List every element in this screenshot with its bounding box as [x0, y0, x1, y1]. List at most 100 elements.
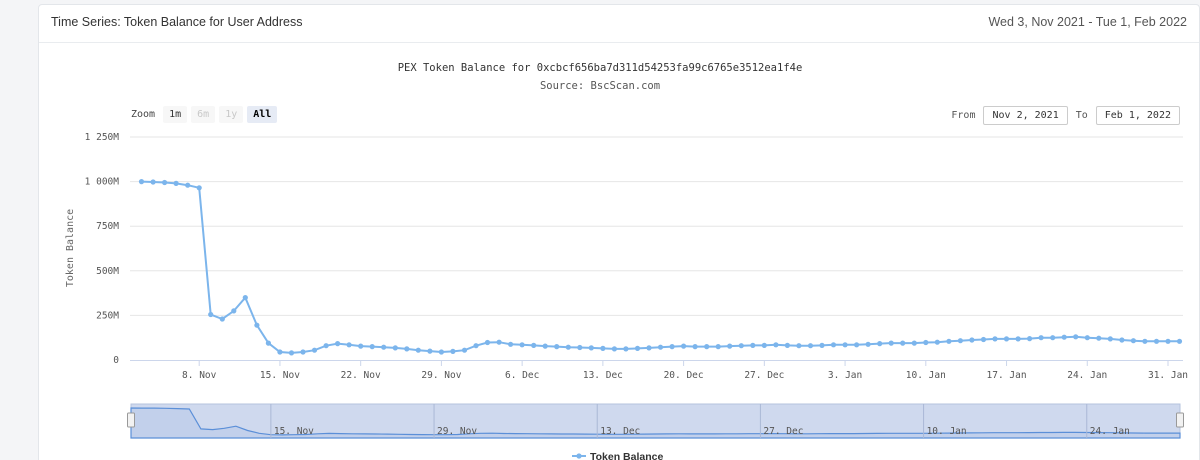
data-point[interactable]	[150, 179, 156, 185]
data-point[interactable]	[900, 340, 906, 346]
data-point[interactable]	[877, 341, 883, 347]
data-point[interactable]	[657, 344, 664, 350]
data-point[interactable]	[784, 342, 791, 348]
data-point[interactable]	[819, 342, 825, 348]
data-point[interactable]	[796, 343, 802, 349]
data-point[interactable]	[300, 349, 306, 355]
data-point[interactable]	[1050, 335, 1056, 341]
data-point[interactable]	[427, 348, 433, 354]
data-point[interactable]	[196, 185, 202, 191]
from-date-input[interactable]: Nov 2, 2021	[983, 106, 1068, 125]
data-point[interactable]	[1084, 335, 1090, 341]
data-point[interactable]	[1119, 337, 1125, 343]
zoom-1y-button[interactable]: 1y	[219, 106, 244, 123]
data-point[interactable]	[185, 182, 191, 188]
to-date-input[interactable]: Feb 1, 2022	[1095, 106, 1180, 125]
data-point[interactable]	[392, 345, 398, 351]
data-point[interactable]	[692, 344, 698, 350]
data-point[interactable]	[138, 179, 145, 185]
data-point[interactable]	[369, 344, 375, 350]
data-point[interactable]	[288, 350, 295, 356]
data-point[interactable]	[854, 342, 860, 348]
data-point[interactable]	[1003, 336, 1010, 342]
data-point[interactable]	[888, 340, 894, 346]
data-point[interactable]	[923, 339, 929, 346]
data-point[interactable]	[208, 311, 214, 318]
data-point[interactable]	[1165, 338, 1171, 344]
data-point[interactable]	[946, 338, 952, 344]
data-point[interactable]	[1073, 334, 1079, 340]
zoom-1m-button[interactable]: 1m	[163, 106, 188, 123]
data-point[interactable]	[727, 343, 733, 349]
data-point[interactable]	[473, 343, 479, 349]
data-point[interactable]	[577, 344, 583, 351]
data-point[interactable]	[461, 347, 468, 353]
data-point[interactable]	[738, 343, 744, 349]
data-point[interactable]	[438, 349, 444, 355]
data-point[interactable]	[1130, 338, 1136, 344]
legend-item-token-balance[interactable]: Token Balance	[590, 451, 663, 460]
data-point[interactable]	[969, 337, 975, 343]
data-point[interactable]	[623, 346, 629, 352]
data-point[interactable]	[404, 346, 410, 352]
data-point[interactable]	[531, 342, 537, 348]
data-point[interactable]	[358, 343, 364, 349]
data-point[interactable]	[842, 342, 848, 348]
data-point[interactable]	[715, 344, 721, 350]
data-point[interactable]	[634, 345, 641, 351]
data-point[interactable]	[323, 343, 329, 349]
data-point[interactable]	[1176, 338, 1183, 344]
zoom-all-button[interactable]: All	[247, 106, 278, 123]
data-point[interactable]	[588, 345, 594, 351]
data-point[interactable]	[519, 342, 525, 348]
data-point[interactable]	[830, 342, 837, 348]
data-point[interactable]	[911, 340, 917, 346]
data-point[interactable]	[484, 339, 491, 346]
data-point[interactable]	[1096, 335, 1102, 341]
data-point[interactable]	[162, 179, 168, 186]
data-point[interactable]	[242, 295, 248, 301]
data-point[interactable]	[992, 336, 998, 342]
data-point[interactable]	[496, 339, 502, 345]
data-point[interactable]	[611, 346, 618, 352]
data-point[interactable]	[254, 322, 260, 328]
data-point[interactable]	[346, 342, 352, 348]
data-point[interactable]	[865, 341, 871, 347]
navigator-handle-right[interactable]	[1176, 412, 1184, 428]
data-point[interactable]	[773, 342, 779, 348]
data-point[interactable]	[1015, 336, 1021, 342]
data-point[interactable]	[508, 341, 514, 347]
data-point[interactable]	[807, 343, 814, 349]
data-point[interactable]	[335, 341, 341, 347]
data-point[interactable]	[542, 343, 548, 349]
data-point[interactable]	[173, 180, 179, 186]
data-point[interactable]	[415, 347, 421, 353]
zoom-6m-button[interactable]: 6m	[191, 106, 216, 123]
data-point[interactable]	[761, 342, 767, 348]
data-point[interactable]	[646, 345, 652, 351]
data-point[interactable]	[554, 344, 560, 350]
data-point[interactable]	[1038, 335, 1044, 341]
data-point[interactable]	[934, 339, 940, 345]
data-point[interactable]	[980, 336, 987, 343]
data-point[interactable]	[1142, 338, 1148, 344]
data-point[interactable]	[1153, 338, 1160, 344]
data-point[interactable]	[450, 348, 456, 354]
data-point[interactable]	[681, 343, 687, 349]
data-point[interactable]	[231, 308, 237, 314]
data-point[interactable]	[957, 338, 964, 344]
data-point[interactable]	[311, 347, 318, 353]
data-point[interactable]	[565, 344, 571, 350]
navigator-handle-left[interactable]	[127, 412, 135, 428]
data-point[interactable]	[219, 316, 225, 322]
data-point[interactable]	[265, 340, 271, 346]
data-point[interactable]	[750, 342, 756, 348]
data-point[interactable]	[704, 344, 710, 350]
data-point[interactable]	[1107, 336, 1113, 342]
data-point[interactable]	[1027, 336, 1033, 342]
data-point[interactable]	[381, 344, 387, 350]
data-point[interactable]	[1061, 334, 1067, 340]
data-point[interactable]	[277, 349, 283, 355]
data-point[interactable]	[600, 345, 606, 351]
data-point[interactable]	[669, 344, 675, 350]
